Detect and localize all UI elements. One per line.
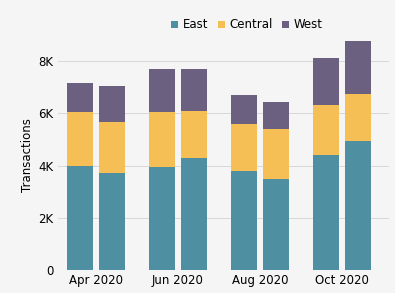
Bar — [313, 155, 339, 270]
Bar — [99, 122, 125, 173]
Bar — [99, 86, 125, 122]
Bar — [263, 179, 289, 270]
Bar — [181, 111, 207, 158]
Y-axis label: Transactions: Transactions — [21, 118, 34, 192]
Bar — [99, 173, 125, 270]
Bar — [345, 94, 371, 141]
Bar — [67, 166, 93, 270]
Bar — [67, 112, 93, 166]
Bar — [263, 101, 289, 129]
Bar — [345, 41, 371, 94]
Bar — [231, 95, 257, 124]
Bar — [313, 58, 339, 105]
Legend: East, Central, West: East, Central, West — [166, 14, 328, 36]
Bar — [231, 124, 257, 171]
Bar — [149, 69, 175, 112]
Bar — [345, 141, 371, 270]
Bar — [181, 69, 207, 111]
Bar — [149, 112, 175, 167]
Bar — [181, 158, 207, 270]
Bar — [149, 167, 175, 270]
Bar — [313, 105, 339, 155]
Bar — [67, 83, 93, 112]
Bar — [263, 129, 289, 179]
Bar — [231, 171, 257, 270]
